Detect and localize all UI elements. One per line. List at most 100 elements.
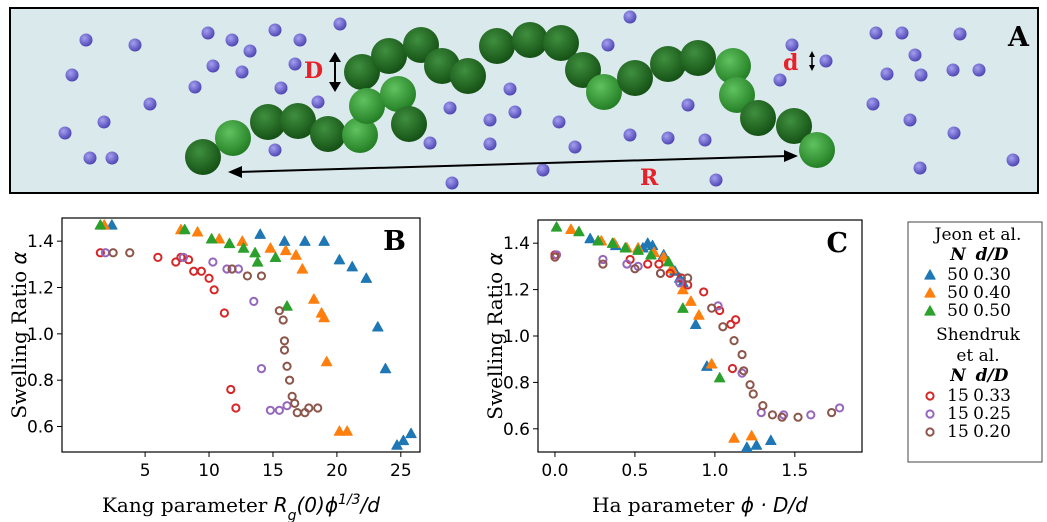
label-part: Ha parameter bbox=[592, 493, 741, 517]
monomer-bead bbox=[586, 74, 622, 110]
label-part: /d bbox=[359, 493, 381, 517]
data-point bbox=[219, 308, 229, 318]
label-part: R bbox=[274, 493, 288, 517]
legend-column: d/D bbox=[976, 366, 1009, 386]
data-point bbox=[683, 273, 693, 283]
data-point bbox=[705, 358, 718, 369]
monomer-bead bbox=[680, 40, 716, 76]
r-arrow bbox=[237, 155, 789, 173]
y-tick-label: 1.4 bbox=[27, 232, 54, 252]
legend-marker bbox=[924, 305, 936, 316]
data-point bbox=[256, 363, 267, 374]
data-point bbox=[654, 259, 664, 269]
solvent-particle bbox=[880, 67, 894, 81]
solvent-particle bbox=[79, 33, 93, 47]
solvent-particle bbox=[661, 131, 675, 145]
solvent-particle bbox=[225, 33, 239, 47]
solvent-particle bbox=[568, 140, 582, 154]
monomer-bead bbox=[715, 48, 751, 84]
data-point bbox=[251, 256, 264, 267]
data-point bbox=[675, 278, 685, 288]
data-point bbox=[279, 336, 290, 346]
solvent-particle bbox=[443, 101, 457, 115]
data-point bbox=[269, 251, 282, 263]
legend-marker bbox=[925, 427, 935, 437]
x-axis-label: Ha parameter ϕ · D/d bbox=[592, 493, 808, 517]
data-point bbox=[745, 380, 755, 390]
y-tick-label: 1.2 bbox=[503, 281, 530, 301]
data-point bbox=[318, 311, 330, 323]
data-point bbox=[655, 268, 666, 278]
data-point bbox=[598, 254, 608, 265]
solvent-particle bbox=[58, 126, 72, 140]
solvent-particle bbox=[83, 151, 97, 165]
y-tick-label: 1.0 bbox=[27, 325, 54, 345]
legend-marker bbox=[924, 287, 936, 298]
x-tick-label: 10 bbox=[198, 461, 220, 481]
data-point bbox=[108, 248, 118, 258]
legend-box bbox=[907, 221, 1043, 463]
data-point bbox=[731, 315, 741, 325]
data-point bbox=[178, 252, 189, 262]
data-point bbox=[278, 315, 288, 325]
data-point bbox=[598, 259, 608, 269]
legend-marker bbox=[924, 269, 936, 280]
x-tick-label: 5 bbox=[140, 461, 151, 481]
data-point bbox=[584, 232, 596, 244]
data-point bbox=[196, 266, 206, 276]
label-d-small: d bbox=[783, 50, 798, 76]
data-point bbox=[745, 430, 758, 441]
monomer-bead bbox=[450, 58, 486, 94]
solvent-particle bbox=[105, 151, 119, 165]
data-point bbox=[565, 223, 577, 234]
data-point bbox=[284, 375, 295, 385]
solvent-particle bbox=[709, 173, 723, 187]
label-part: Kang parameter bbox=[102, 493, 274, 517]
data-point bbox=[397, 434, 410, 446]
data-point bbox=[713, 372, 726, 383]
solvent-particle bbox=[1006, 153, 1020, 167]
legend-n: 15 bbox=[947, 386, 969, 406]
label-r: R bbox=[640, 165, 659, 191]
solvent-particle bbox=[235, 65, 249, 79]
solvent-particle bbox=[623, 10, 637, 24]
data-point bbox=[278, 235, 291, 246]
solvent-particle bbox=[201, 26, 215, 40]
data-point bbox=[304, 403, 314, 413]
monomer-bead bbox=[512, 22, 548, 58]
data-point bbox=[715, 305, 725, 316]
x-tick-label: 25 bbox=[390, 461, 412, 481]
data-point bbox=[231, 403, 241, 413]
data-point bbox=[249, 296, 259, 307]
data-point bbox=[237, 242, 250, 253]
data-point bbox=[405, 427, 417, 439]
monomer-bead bbox=[719, 77, 755, 113]
data-point bbox=[333, 425, 346, 436]
monomer-bead bbox=[310, 116, 346, 152]
monomer-bead bbox=[280, 103, 316, 139]
solvent-particle bbox=[206, 59, 220, 73]
data-point bbox=[346, 260, 358, 272]
legend-column: N bbox=[949, 366, 967, 386]
legend-n: 50 bbox=[947, 283, 969, 303]
data-point bbox=[827, 407, 837, 418]
solvent-particle bbox=[946, 63, 960, 77]
data-point bbox=[835, 403, 845, 413]
solvent-particle bbox=[903, 113, 917, 127]
data-point bbox=[693, 309, 705, 320]
monomer-bead bbox=[215, 120, 251, 156]
data-point bbox=[645, 249, 657, 260]
data-point bbox=[153, 252, 163, 262]
solvent-particle bbox=[552, 115, 566, 129]
data-point bbox=[265, 405, 276, 415]
data-point bbox=[299, 235, 311, 246]
solvent-particle bbox=[274, 81, 288, 95]
legend-marker bbox=[925, 409, 935, 419]
monomer-bead bbox=[371, 38, 407, 74]
solvent-particle bbox=[128, 38, 142, 52]
monomer-bead bbox=[391, 106, 427, 142]
legend-ratio: 0.20 bbox=[973, 422, 1011, 442]
y-tick-label: 1.0 bbox=[503, 327, 530, 347]
